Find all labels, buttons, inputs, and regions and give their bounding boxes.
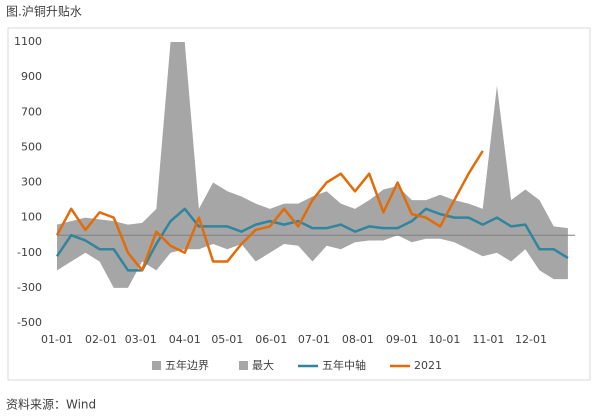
x-tick-label: 10-01 <box>428 333 460 346</box>
x-tick-label: 02-01 <box>85 333 117 346</box>
legend-swatch <box>152 361 161 370</box>
area <box>57 235 568 288</box>
source-note: 资料来源：Wind <box>6 398 96 412</box>
chart-frame <box>7 27 591 381</box>
area <box>57 42 568 236</box>
y-tick-label: 1100 <box>14 35 42 48</box>
y-tick-label: 100 <box>21 211 42 224</box>
legend-label: 五年中轴 <box>322 358 366 372</box>
y-tick-label: 500 <box>21 140 42 153</box>
chart-title: 图.沪铜升贴水 <box>6 4 82 19</box>
x-tick-label: 06-01 <box>255 333 287 346</box>
line <box>55 150 484 272</box>
x-tick-label: 04-01 <box>169 333 201 346</box>
x-tick-label: 11-01 <box>472 333 504 346</box>
legend-swatch <box>239 361 248 370</box>
x-tick-label: 07-01 <box>298 333 330 346</box>
y-tick-label: -300 <box>17 281 42 294</box>
x-tick-label: 08-01 <box>342 333 374 346</box>
legend-label: 2021 <box>414 359 442 372</box>
y-tick-label: -100 <box>17 246 42 259</box>
legend-label: 最大 <box>252 358 274 372</box>
x-tick-label: 09-01 <box>386 333 418 346</box>
legend-label: 五年边界 <box>165 358 209 372</box>
y-tick-label: 900 <box>21 70 42 83</box>
x-tick-label: 05-01 <box>211 333 243 346</box>
x-tick-label: 12-01 <box>515 333 547 346</box>
y-tick-label: 300 <box>21 176 42 189</box>
y-tick-label: 700 <box>21 105 42 118</box>
x-tick-label: 03-01 <box>125 333 157 346</box>
y-tick-label: -500 <box>17 316 42 329</box>
x-tick-label: 01-01 <box>41 333 73 346</box>
